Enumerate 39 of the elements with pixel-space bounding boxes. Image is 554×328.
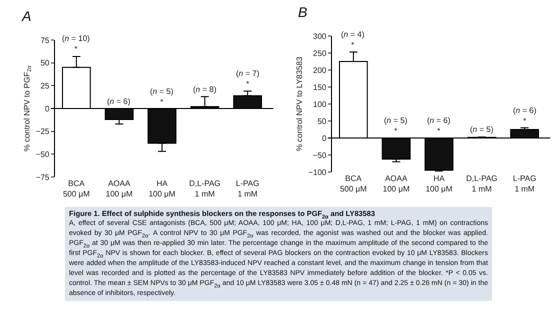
annotation: (n = 6) bbox=[107, 97, 131, 106]
y-tick-label: 0 bbox=[322, 134, 327, 143]
annotation: (n = 8) bbox=[193, 85, 217, 94]
x-tick-label: L-PAG 1 mM bbox=[512, 174, 536, 194]
y-tick-label: 50 bbox=[317, 116, 327, 126]
annotation: (n = 5) * bbox=[384, 116, 408, 136]
y-tick-label: 150 bbox=[313, 82, 327, 92]
x-tick-label: AOAA 100 μM bbox=[382, 174, 410, 194]
y-tick-label: −25 bbox=[36, 127, 50, 136]
x-tick-label: L-PAG 1 mM bbox=[236, 179, 260, 198]
annotation: (n = 6) * bbox=[427, 116, 451, 136]
y-tick-label: 300 bbox=[313, 32, 327, 41]
y-tick-label: 25 bbox=[40, 81, 50, 90]
y-tick-label: −50 bbox=[312, 150, 327, 160]
y-tick-label: 75 bbox=[40, 36, 50, 45]
annotation: (n = 5) bbox=[470, 125, 494, 134]
y-tick-label: −50 bbox=[36, 150, 50, 159]
annotation: (n = 10) * bbox=[62, 34, 90, 54]
x-tick-label: AOAA 100 μM bbox=[106, 179, 133, 198]
x-tick-label: BCA 500 μM bbox=[340, 174, 368, 194]
y-tick-label: 50 bbox=[40, 58, 50, 68]
annotation: (n = 6) * bbox=[513, 106, 537, 126]
chart-title: A bbox=[21, 8, 32, 24]
x-tick-label: HA 100 μM bbox=[426, 174, 453, 194]
chart-title: B bbox=[298, 4, 308, 20]
x-tick-label: HA 100 μM bbox=[148, 179, 176, 198]
y-tick-label: 100 bbox=[313, 100, 327, 109]
x-tick-label: D,L-PAG 1 mM bbox=[189, 179, 221, 198]
x-tick-label: D,L-PAG 1 mM bbox=[466, 174, 498, 194]
y-tick-label: 250 bbox=[313, 48, 327, 58]
y-tick-label: −75 bbox=[36, 172, 50, 182]
y-tick-label: 0 bbox=[44, 104, 50, 114]
y-tick-label: 200 bbox=[313, 66, 327, 75]
y-axis-title: % control NPV to LY83583 bbox=[295, 56, 304, 152]
annotation: (n = 5) * bbox=[150, 87, 174, 106]
x-tick-label: BCA 500 μM bbox=[62, 179, 90, 198]
y-tick-label: −100 bbox=[308, 168, 327, 177]
annotation: (n = 4) * bbox=[341, 30, 365, 50]
annotation: (n = 7) * bbox=[236, 69, 260, 88]
